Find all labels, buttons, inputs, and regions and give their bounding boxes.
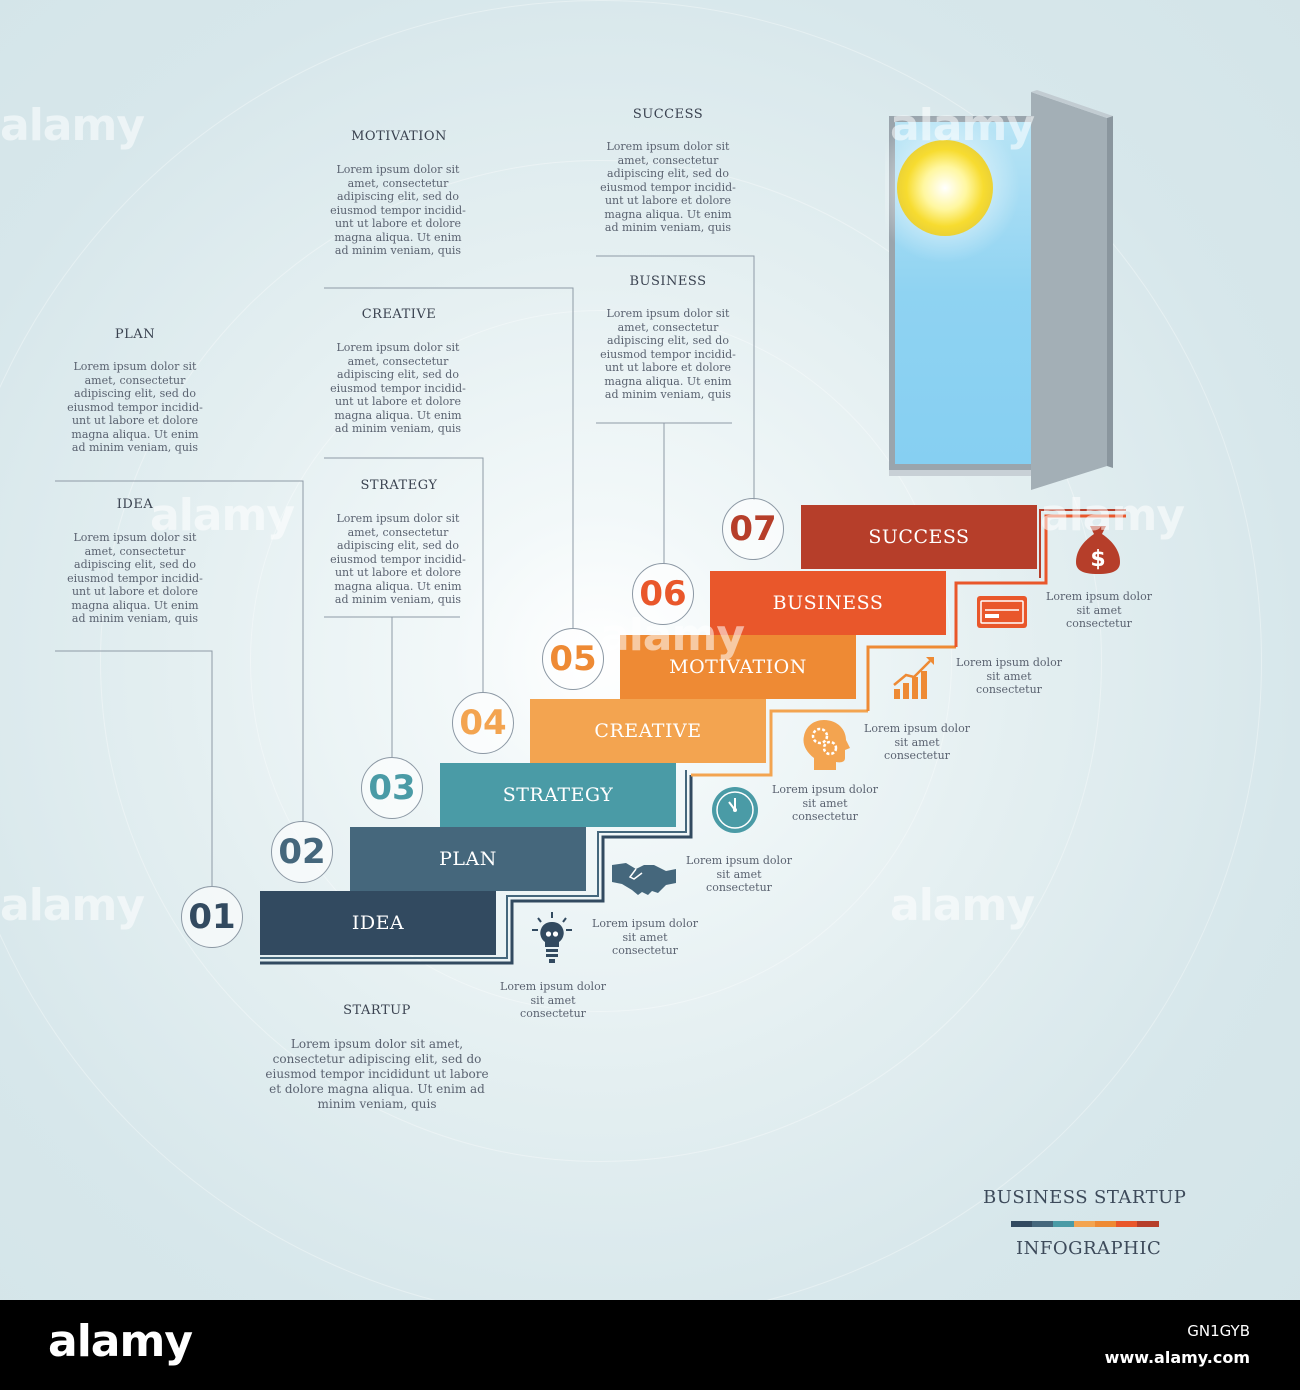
connector-line-05 [324, 287, 574, 628]
number-text: 02 [278, 832, 326, 872]
watermark: alamy [890, 880, 1035, 931]
strategy-heading: STRATEGY [360, 478, 438, 493]
motivation-icon-caption: Lorem ipsum dolor sit amet consectetur [864, 722, 970, 762]
sun-icon [897, 140, 993, 236]
connector-line-07 [596, 255, 755, 500]
connector-line-02 [55, 480, 304, 822]
door-panel [1031, 92, 1107, 490]
number-text: 07 [729, 509, 777, 549]
plan-icon-caption: Lorem ipsum dolor sit amet consectetur [592, 917, 698, 957]
image-id: GN1GYB [1187, 1322, 1250, 1340]
step-plan: PLAN [350, 827, 586, 891]
idea-heading: IDEA [116, 497, 154, 512]
handshake-icon [612, 863, 676, 895]
step-strategy: STRATEGY [440, 763, 676, 827]
watermark: alamy [0, 880, 145, 931]
step-label: STRATEGY [502, 784, 614, 806]
connector-line-06 [596, 422, 665, 564]
plan-description: Lorem ipsum dolor sit amet, consectetur … [67, 360, 203, 454]
creative-icon-caption: Lorem ipsum dolor sit amet consectetur [772, 783, 878, 823]
step-number-01: 01 [181, 886, 243, 948]
money-bag-icon: $ [1076, 526, 1120, 574]
success-heading: SUCCESS [632, 107, 704, 122]
business-heading: BUSINESS [629, 274, 707, 289]
step-label: PLAN [439, 848, 497, 870]
footer-url: www.alamy.com [1104, 1348, 1250, 1367]
business-icon-caption: Lorem ipsum dolor sit amet consectetur [956, 656, 1062, 696]
step-motivation: MOTIVATION [620, 635, 856, 699]
idea-icon-caption: Lorem ipsum dolor sit amet consectetur [500, 980, 606, 1020]
title-startup: STARTUP [1094, 1187, 1187, 1208]
number-text: 01 [188, 897, 236, 937]
step-label: MOTIVATION [669, 656, 807, 678]
connector-line-04 [324, 457, 484, 693]
number-text: 04 [459, 703, 507, 743]
lightbulb-icon [532, 912, 572, 963]
svg-text:$: $ [1090, 547, 1105, 572]
step-label: IDEA [351, 912, 405, 934]
title-infographic: INFOGRAPHIC [1016, 1238, 1162, 1259]
success-description: Lorem ipsum dolor sit amet, consectetur … [600, 140, 736, 234]
step-number-06: 06 [632, 563, 694, 625]
credit-card-icon [977, 596, 1027, 628]
step-label: SUCCESS [868, 526, 970, 548]
strategy-description: Lorem ipsum dolor sit amet, consectetur … [330, 512, 466, 606]
startup-description: Lorem ipsum dolor sit amet, consectetur … [265, 1037, 489, 1111]
footer-bar: alamy GN1GYB www.alamy.com [0, 1300, 1300, 1390]
plan-heading: PLAN [114, 327, 156, 342]
step-creative: CREATIVE [530, 699, 766, 763]
success-icon-caption: Lorem ipsum dolor sit amet consectetur [1046, 590, 1152, 630]
growth-chart-icon [893, 657, 934, 699]
title-business: BUSINESS [983, 1187, 1089, 1208]
step-number-07: 07 [722, 498, 784, 560]
step-success: SUCCESS [801, 505, 1037, 569]
motivation-description: Lorem ipsum dolor sit amet, consectetur … [330, 163, 466, 257]
color-legend-bar [1011, 1221, 1159, 1227]
number-text: 03 [368, 768, 416, 808]
strategy-icon-caption: Lorem ipsum dolor sit amet consectetur [686, 854, 792, 894]
idea-description: Lorem ipsum dolor sit amet, consectetur … [67, 531, 203, 625]
background-ring [0, 0, 1262, 1300]
step-number-04: 04 [452, 692, 514, 754]
connector-line-03 [324, 616, 393, 757]
connector-lines [55, 255, 1126, 965]
infographic-canvas: IDEA PLAN STRATEGY CREATIVE MOTIVATION B… [0, 0, 1300, 1300]
step-idea: IDEA [260, 891, 496, 955]
startup-heading: STARTUP [343, 1003, 411, 1018]
step-label: CREATIVE [594, 720, 702, 742]
watermark: alamy [890, 100, 1035, 151]
connector-line-01 [55, 650, 213, 886]
watermark: alamy [600, 610, 745, 661]
step-number-02: 02 [271, 821, 333, 883]
head-gears-icon [803, 720, 850, 770]
number-text: 06 [639, 574, 687, 614]
open-door-illustration [885, 90, 1113, 490]
creative-description: Lorem ipsum dolor sit amet, consectetur … [330, 341, 466, 435]
number-text: 05 [549, 639, 597, 679]
step-number-03: 03 [361, 757, 423, 819]
creative-heading: CREATIVE [361, 307, 437, 322]
footer-logo: alamy [48, 1316, 193, 1367]
step-business: BUSINESS [710, 571, 946, 635]
step-number-05: 05 [542, 628, 604, 690]
business-description: Lorem ipsum dolor sit amet, consectetur … [600, 307, 736, 401]
watermark: alamy [1040, 490, 1185, 541]
clock-icon [712, 787, 758, 833]
motivation-heading: MOTIVATION [351, 129, 447, 144]
step-label: BUSINESS [772, 592, 884, 614]
watermark: alamy [0, 100, 145, 151]
watermark: alamy [150, 490, 295, 541]
